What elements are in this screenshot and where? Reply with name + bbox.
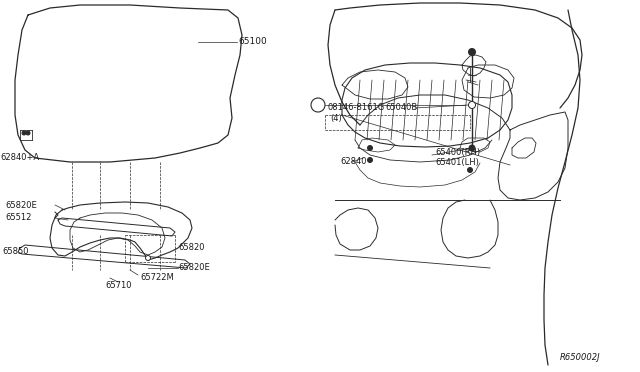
Text: 65040B: 65040B xyxy=(385,103,417,112)
Text: 65512: 65512 xyxy=(5,214,31,222)
Text: 65820: 65820 xyxy=(178,244,205,253)
Circle shape xyxy=(467,167,472,173)
Text: B: B xyxy=(316,100,321,109)
Text: 65710: 65710 xyxy=(105,280,131,289)
Text: 65850: 65850 xyxy=(2,247,29,257)
Circle shape xyxy=(22,131,26,135)
Circle shape xyxy=(311,98,325,112)
Circle shape xyxy=(145,256,150,260)
Text: 65722M: 65722M xyxy=(140,273,173,282)
Text: 65401(LH): 65401(LH) xyxy=(435,157,479,167)
Text: 08146-8161G: 08146-8161G xyxy=(327,103,384,112)
Text: (4): (4) xyxy=(330,113,342,122)
Text: R650002J: R650002J xyxy=(559,353,600,362)
Circle shape xyxy=(468,102,476,109)
Text: 62840: 62840 xyxy=(340,157,367,167)
Circle shape xyxy=(26,131,30,135)
Circle shape xyxy=(468,48,476,55)
Text: 65820E: 65820E xyxy=(5,201,36,209)
Circle shape xyxy=(367,157,372,163)
Circle shape xyxy=(469,145,475,151)
Circle shape xyxy=(367,145,372,151)
Text: 65400(RH): 65400(RH) xyxy=(435,148,480,157)
Text: 65100: 65100 xyxy=(238,38,267,46)
Text: 62840+A: 62840+A xyxy=(0,154,39,163)
Text: 65820E: 65820E xyxy=(178,263,210,273)
